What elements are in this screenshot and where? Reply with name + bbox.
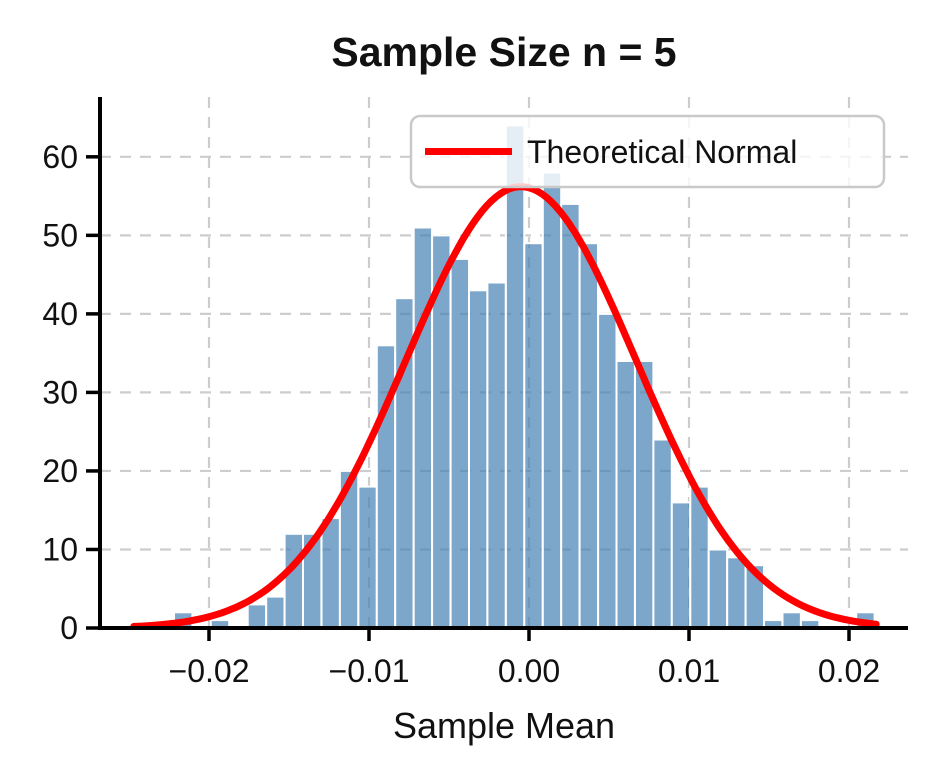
histogram-bar <box>726 556 747 629</box>
histogram-bar <box>615 360 636 629</box>
x-tick-label: −0.02 <box>169 653 250 689</box>
histogram-bar <box>283 532 305 629</box>
x-axis-label: Sample Mean <box>393 705 615 746</box>
legend: Theoretical Normal <box>409 114 886 189</box>
y-tick-label: 20 <box>42 453 78 489</box>
histogram-bar <box>486 281 507 629</box>
y-tick-label: 40 <box>42 296 78 332</box>
histogram-bar <box>449 257 471 629</box>
histogram-bar <box>670 501 692 629</box>
histogram-bar <box>523 242 544 629</box>
histogram-bar <box>357 485 378 629</box>
chart-title: Sample Size n = 5 <box>331 29 676 75</box>
x-tick-label: 0.01 <box>658 653 720 689</box>
legend-box <box>409 114 886 189</box>
axes: −0.02 −0.01 0.00 0.01 0.02 0 10 20 30 40 50 60 <box>42 97 908 689</box>
histogram-bar <box>412 226 434 629</box>
histogram-bar <box>320 517 341 629</box>
histogram-bar <box>597 312 618 629</box>
y-tick-label: 60 <box>42 139 78 175</box>
y-tick-label: 50 <box>42 217 78 253</box>
histogram-bar <box>541 171 563 629</box>
theoretical-normal-curve <box>130 183 880 630</box>
histogram-bar <box>560 202 581 629</box>
histogram-bar <box>707 548 729 629</box>
histogram-bar <box>652 438 673 629</box>
histogram-bar <box>578 242 599 629</box>
x-tick-label: 0.02 <box>818 653 880 689</box>
y-tick-label: 0 <box>60 610 78 646</box>
histogram-bar <box>246 603 268 630</box>
y-tick-label: 30 <box>42 374 78 410</box>
legend-label: Theoretical Normal <box>527 134 797 170</box>
histogram-bar <box>468 289 489 629</box>
y-tick-label: 10 <box>42 531 78 567</box>
x-tick-label: −0.01 <box>329 653 410 689</box>
x-tick-label: 0.00 <box>498 653 560 689</box>
histogram-bar <box>504 124 526 630</box>
histogram-bar <box>781 611 802 629</box>
histogram-bar <box>265 595 286 629</box>
